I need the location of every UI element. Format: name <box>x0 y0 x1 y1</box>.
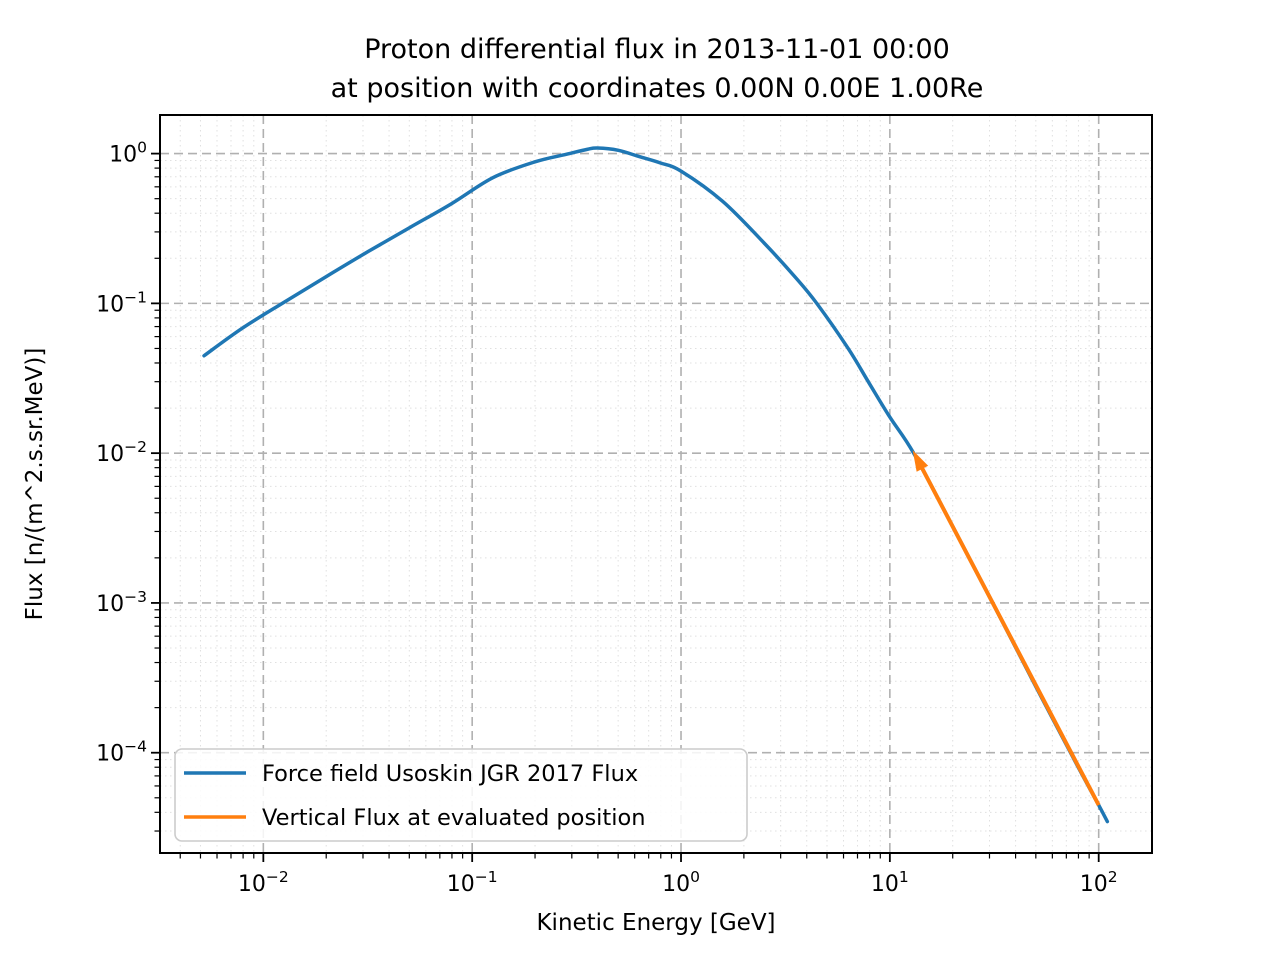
legend: Force field Usoskin JGR 2017 Flux Vertica… <box>174 748 748 842</box>
x-tick-label: 10−2 <box>238 868 289 897</box>
blue-series-line <box>202 146 1110 824</box>
orange-arrow-head-icon <box>912 450 929 472</box>
y-tick-label: 100 <box>109 139 147 168</box>
y-tick-label: 10−1 <box>96 288 147 317</box>
x-tick-label: 10−1 <box>447 868 498 897</box>
major-grid <box>160 115 1152 853</box>
legend-item-label: Force field Usoskin JGR 2017 Flux <box>262 761 638 787</box>
chart-title-line1: Proton differential flux in 2013-11-01 0… <box>364 34 950 65</box>
minor-grid <box>160 115 1152 853</box>
plot-frame <box>159 114 1153 854</box>
x-tick-label: 100 <box>662 868 700 897</box>
x-tick-label: 102 <box>1080 868 1118 897</box>
y-axis-label: Flux [n/(m^2.s.sr.MeV)] <box>22 348 48 621</box>
legend-frame <box>174 748 748 842</box>
series-group <box>202 146 1110 824</box>
y-tick-label: 10−3 <box>96 588 147 617</box>
y-tick-label: 10−4 <box>96 738 147 767</box>
orange-series-line <box>918 464 1101 807</box>
x-axis-label: Kinetic Energy [GeV] <box>536 910 775 936</box>
chart-title-line2: at position with coordinates 0.00N 0.00E… <box>331 73 984 104</box>
tick-labels: 10−2 10−1 100 101 102 100 10−1 10−2 10−3 10−4 <box>96 139 1117 897</box>
y-tick-label: 10−2 <box>96 438 147 467</box>
axis-ticks <box>151 152 1100 862</box>
legend-item-label: Vertical Flux at evaluated position <box>262 805 646 831</box>
x-tick-label: 101 <box>871 868 909 897</box>
